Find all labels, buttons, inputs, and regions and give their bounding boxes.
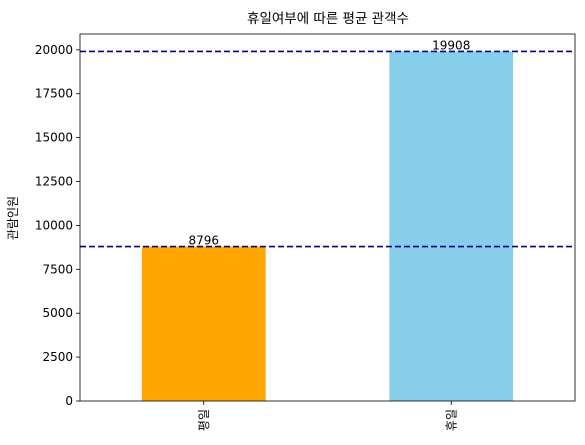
y-tick-label: 10000: [35, 218, 73, 232]
bar-1: [389, 51, 514, 401]
plot-frame: [79, 33, 576, 402]
y-axis-label: 관람인원: [6, 196, 20, 240]
y-tick-label: 7500: [42, 262, 73, 276]
bar-0: [141, 246, 266, 401]
y-tick-label: 2500: [42, 350, 73, 364]
x-tick-label: 평일: [197, 409, 211, 431]
bar-value-label: 19908: [432, 38, 470, 52]
y-tick-label: 12500: [35, 175, 73, 189]
y-tick-label: 20000: [35, 43, 73, 57]
plot-area: 8796 평일 19908 휴일 0 2500 5000 7500 10000 12500 1500…: [35, 33, 576, 431]
y-tick-label: 5000: [42, 306, 73, 320]
bar-value-label: 8796: [188, 234, 219, 248]
x-tick-label: 휴일: [444, 409, 458, 431]
y-tick-label: 17500: [35, 87, 73, 101]
y-tick-label: 15000: [35, 131, 73, 145]
y-tick-label: 0: [65, 394, 73, 408]
chart-title: 휴일여부에 따른 평균 관객수: [247, 11, 409, 27]
